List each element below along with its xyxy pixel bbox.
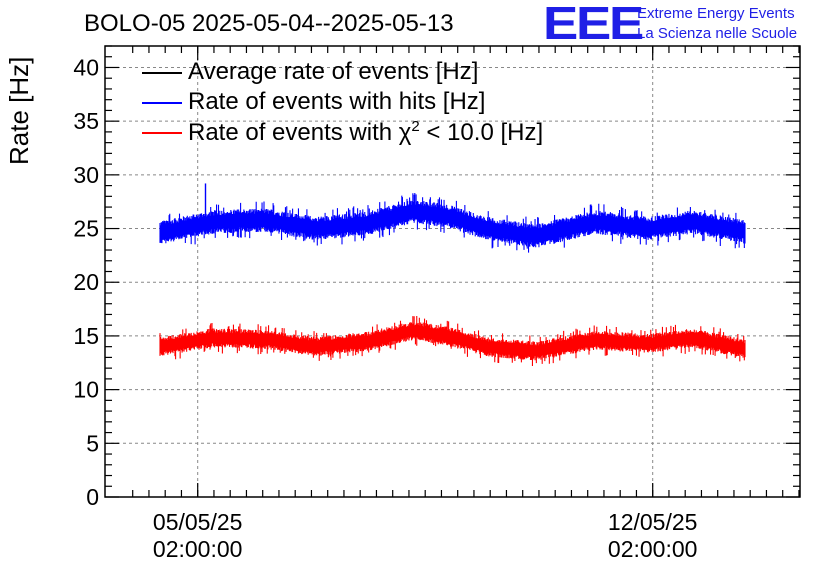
x-tick-label-date: 12/05/25 [608,509,698,535]
legend-swatch-average [142,72,182,74]
x-tick-label-date: 05/05/25 [153,509,243,535]
y-tick-label: 30 [73,162,99,188]
y-tick-label: 35 [73,108,99,134]
legend-label-chi2-symbol: χ [398,119,412,146]
legend-swatch-hits [142,102,182,104]
y-axis-label: Rate [Hz] [4,56,34,165]
logo-line-1: Extreme Energy Events [637,5,795,22]
legend-label-chi2-exponent: 2 [411,118,420,135]
y-tick-label: 0 [86,484,99,510]
eee-logo-mark: EEE [543,0,644,49]
legend-swatch-chi2 [142,132,182,134]
series-chi2-rate [159,316,746,367]
y-tick-label: 25 [73,216,99,242]
legend-label-chi2-suffix: < 10.0 [Hz] [419,119,544,146]
y-tick-label: 40 [73,54,99,80]
legend-label-hits: Rate of events with hits [Hz] [188,88,486,115]
logo-line-2: La Scienza nelle Scuole [637,25,798,42]
axes: 051015202530354005/05/2502:00:0012/05/25… [73,45,801,562]
y-tick-label: 20 [73,269,99,295]
y-tick-label: 10 [73,377,99,403]
y-tick-label: 15 [73,323,99,349]
chart-title: BOLO-05 2025-05-04--2025-05-13 [84,10,454,37]
x-tick-label-time: 02:00:00 [153,536,243,562]
legend-label-chi2: Rate of events with χ2 < 10.0 [Hz] [188,118,543,147]
y-tick-label: 5 [86,430,99,456]
x-tick-label-time: 02:00:00 [608,536,698,562]
legend-label-chi2-prefix: Rate of events with [188,119,399,146]
legend-label-average: Average rate of events [Hz] [188,58,479,85]
series-layer [159,183,746,367]
series-hits-rate [159,192,746,253]
